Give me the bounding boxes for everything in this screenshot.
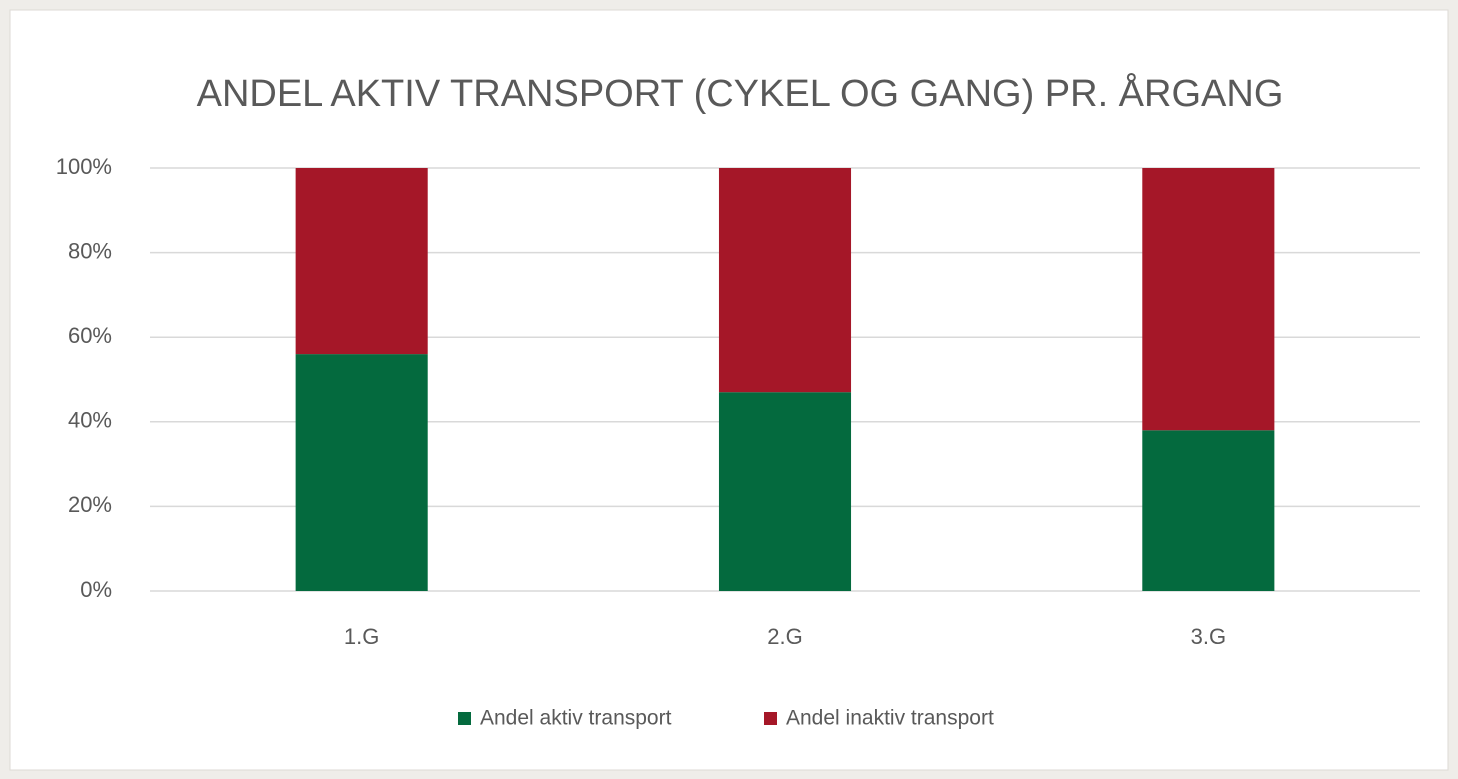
y-tick-label: 40% <box>68 408 112 433</box>
bar-segment <box>718 392 852 591</box>
bar-segment <box>295 168 428 355</box>
y-tick-label: 60% <box>68 323 112 348</box>
bar-segment <box>1142 168 1275 431</box>
y-tick-label: 100% <box>56 154 112 179</box>
legend-label: Andel inaktiv transport <box>786 707 994 730</box>
y-tick-label: 20% <box>68 492 112 517</box>
legend-swatch <box>458 712 471 725</box>
x-tick-label: 3.G <box>1191 624 1226 649</box>
chart-title: ANDEL AKTIV TRANSPORT (CYKEL OG GANG) PR… <box>197 71 1284 115</box>
x-tick-label: 2.G <box>767 624 802 649</box>
bar-segment <box>1142 430 1275 591</box>
legend-label: Andel aktiv transport <box>480 707 672 730</box>
x-tick-label: 1.G <box>344 624 379 649</box>
bar-segment <box>295 354 428 591</box>
y-tick-label: 0% <box>80 577 112 602</box>
y-tick-label: 80% <box>68 238 112 263</box>
legend-swatch <box>764 712 777 725</box>
bar-segment <box>718 168 852 393</box>
